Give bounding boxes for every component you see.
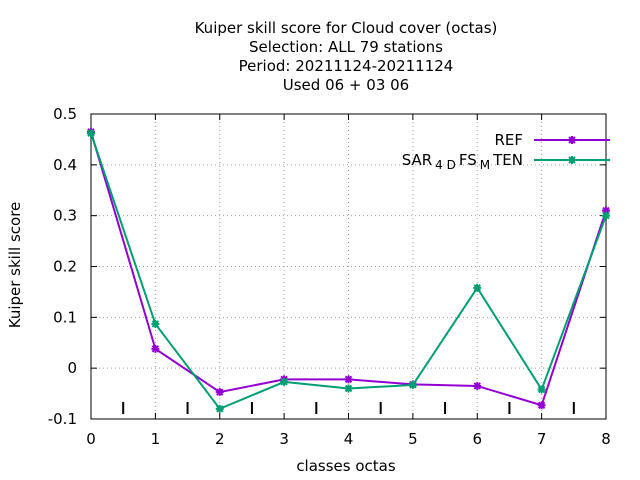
data-point [151,319,160,328]
legend-label-part: M [480,158,490,172]
axis-ticks: -0.1 0 0.1 0.2 0.3 0.4 0.5 0 1 2 3 4 5 6 7 8 [48,105,611,448]
grid [91,114,606,419]
legend-label-part: SAR [402,151,432,169]
x-tick-label: 3 [279,430,289,448]
data-point [408,380,417,389]
legend: REF SAR 4 D FS M TEN [402,131,610,172]
title-line-1: Kuiper skill score for Cloud cover (octa… [195,19,498,37]
x-tick-label: 7 [537,430,547,448]
data-point [344,384,353,393]
chart-title: Kuiper skill score for Cloud cover (octa… [195,19,498,94]
y-tick-label: 0.1 [53,308,77,326]
x-tick-label: 1 [151,430,161,448]
data-point [215,404,224,413]
data-point [537,401,546,410]
y-tick-label: -0.1 [48,410,77,428]
y-axis-label: Kuiper skill score [6,202,24,329]
series-sar [87,129,610,413]
title-line-2: Selection: ALL 79 stations [249,38,443,56]
x-tick-label: 5 [408,430,418,448]
data-point [151,344,160,353]
data-point [473,283,482,292]
data-point [87,129,95,138]
legend-label-part: FS [459,151,477,169]
data-point [344,375,353,384]
series-line [90,131,607,407]
data-point [537,385,546,394]
legend-label: SAR 4 D FS M TEN [402,151,523,172]
legend-entry: SAR 4 D FS M TEN [402,151,610,172]
legend-entry: REF [494,131,610,149]
legend-label-part: 4 D [435,158,456,172]
data-point [215,388,224,397]
legend-label: REF [494,131,523,149]
data-point [602,211,610,220]
x-tick-label: 4 [344,430,354,448]
y-tick-label: 0.2 [53,258,77,276]
y-tick-label: 0.4 [53,156,77,174]
title-line-3: Period: 20211124-20211124 [239,57,454,75]
x-tick-label: 2 [215,430,225,448]
title-line-4: Used 06 + 03 06 [283,76,409,94]
legend-label-part: TEN [492,151,523,169]
x-tick-label: 8 [601,430,611,448]
legend-marker [568,156,576,164]
data-point [280,377,289,386]
data-point [473,381,482,390]
class-marks [122,402,575,414]
legend-marker [568,136,576,144]
x-axis-label: classes octas [296,457,396,475]
x-tick-label: 6 [472,430,482,448]
x-tick-label: 0 [86,430,96,448]
y-tick-label: 0 [67,359,77,377]
y-tick-label: 0.5 [53,105,77,123]
series [87,127,610,413]
y-tick-label: 0.3 [53,207,77,225]
